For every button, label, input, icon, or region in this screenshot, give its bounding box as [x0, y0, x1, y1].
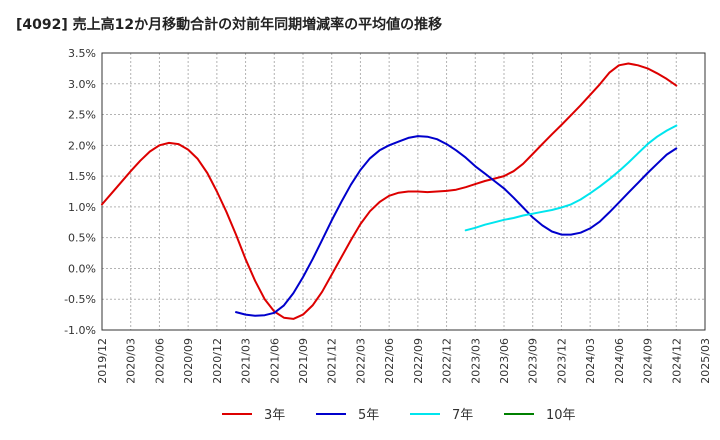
y-tick-label: 2.5% [68, 109, 96, 122]
x-tick-label: 2020/03 [125, 338, 138, 384]
x-tick-label: 2021/09 [297, 338, 310, 384]
x-tick-label: 2021/03 [240, 338, 253, 384]
x-tick-label: 2019/12 [96, 338, 109, 384]
y-axis: 3.5% 3.0% 2.5% 2.0% 1.5% 1.0% 0.5% 0.0% -0.5% -1.… [64, 47, 96, 337]
x-tick-label: 2024/12 [670, 338, 683, 384]
x-tick-label: 2024/09 [642, 338, 655, 384]
series-line-1 [235, 135, 678, 317]
x-tick-label: 2024/03 [584, 338, 597, 384]
legend-label: 7年 [452, 408, 473, 423]
legend: 3年 5年 7年 10年 [222, 408, 576, 423]
x-tick-label: 2021/12 [326, 338, 339, 384]
x-tick-label: 2021/06 [268, 338, 281, 384]
y-tick-label: -0.5% [64, 293, 96, 306]
series [101, 62, 678, 320]
y-tick-label: 3.0% [68, 78, 96, 91]
x-tick-label: 2022/09 [412, 338, 425, 384]
x-axis: 2019/12 2020/03 2020/06 2020/09 2020/12 2021/… [96, 338, 712, 384]
x-tick-label: 2022/12 [441, 338, 454, 384]
series-line-2 [464, 124, 678, 232]
x-tick-label: 2022/03 [354, 338, 367, 384]
y-tick-label: 1.5% [68, 170, 96, 183]
y-tick-label: 3.5% [68, 47, 96, 60]
x-tick-label: 2023/12 [555, 338, 568, 384]
y-tick-label: 0.0% [68, 262, 96, 275]
x-tick-label: 2022/06 [383, 338, 396, 384]
chart-title: [4092] 売上高12か月移動合計の対前年同期増減率の平均値の推移 [16, 17, 443, 33]
x-tick-label: 2020/06 [153, 338, 166, 384]
legend-label: 5年 [358, 408, 379, 423]
series-line-0 [101, 62, 678, 320]
y-tick-label: 0.5% [68, 232, 96, 245]
legend-label: 3年 [264, 408, 285, 423]
x-tick-label: 2020/09 [182, 338, 195, 384]
y-tick-label: 1.0% [68, 201, 96, 214]
x-tick-label: 2023/06 [498, 338, 511, 384]
plot-frame [101, 52, 706, 331]
y-tick-label: 2.0% [68, 139, 96, 152]
x-tick-label: 2023/03 [469, 338, 482, 384]
x-tick-label: 2023/09 [527, 338, 540, 384]
x-tick-label: 2020/12 [211, 338, 224, 384]
x-tick-label: 2025/03 [699, 338, 712, 384]
legend-label: 10年 [546, 408, 576, 423]
x-tick-label: 2024/06 [613, 338, 626, 384]
y-tick-label: -1.0% [64, 324, 96, 337]
